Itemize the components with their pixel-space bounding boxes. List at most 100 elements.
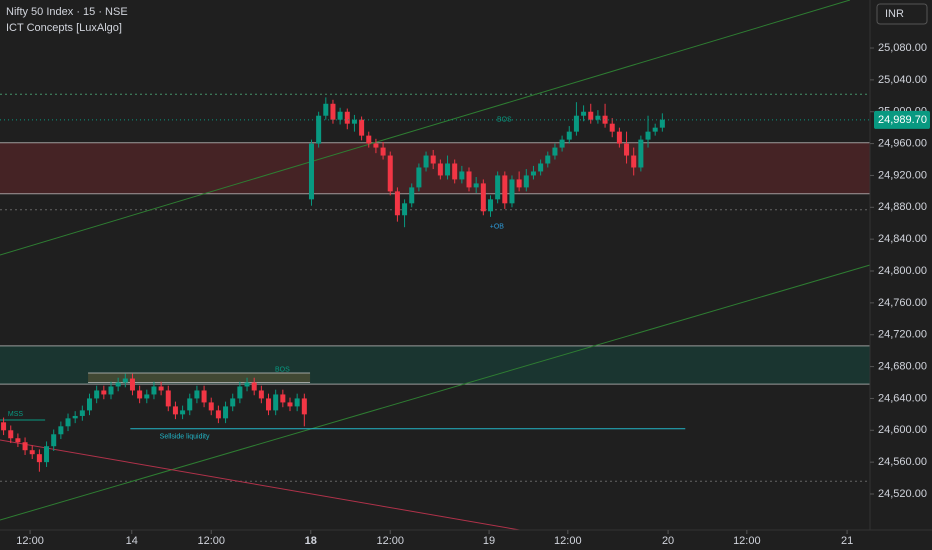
y-tick-label: 24,560.00 xyxy=(878,456,927,468)
candle-body xyxy=(394,191,400,216)
x-tick-label: 12:00 xyxy=(554,535,582,547)
candle-body xyxy=(58,426,64,435)
candle-body xyxy=(416,167,422,188)
candle-body xyxy=(201,390,207,403)
candle-body xyxy=(409,187,415,204)
last-price-label: 24,989.70 xyxy=(878,114,927,126)
indicator-name: ICT Concepts [LuxAlgo] xyxy=(6,22,122,34)
candle-body xyxy=(581,111,587,116)
candle-body xyxy=(158,386,164,391)
candle-body xyxy=(215,410,221,419)
candle-body xyxy=(115,382,121,387)
candle-body xyxy=(473,183,479,188)
candle-body xyxy=(502,175,508,204)
candle-body xyxy=(602,115,608,124)
candle-body xyxy=(645,131,651,140)
candle-body xyxy=(237,386,243,399)
candle-body xyxy=(72,415,78,419)
candle-body xyxy=(538,163,544,172)
candle-body xyxy=(595,115,601,120)
candle-body xyxy=(65,418,71,427)
candle-body xyxy=(180,410,186,415)
candle-body xyxy=(380,147,386,156)
candle-body xyxy=(323,103,329,116)
candle-body xyxy=(516,179,522,188)
candle-body xyxy=(487,199,493,212)
y-tick-label: 24,840.00 xyxy=(878,233,927,245)
candle-body xyxy=(402,203,408,216)
x-tick-label: 21 xyxy=(841,535,853,547)
candle-body xyxy=(251,382,257,391)
x-tick-label: 18 xyxy=(305,535,317,547)
candle-body xyxy=(545,155,551,164)
candle-body xyxy=(280,394,286,403)
candle-body xyxy=(230,398,236,407)
candle-body xyxy=(445,163,451,176)
currency-button[interactable] xyxy=(876,3,928,25)
candle-body xyxy=(129,378,135,391)
candle-body xyxy=(337,111,343,120)
candle-body xyxy=(194,390,200,399)
y-tick-label: 24,880.00 xyxy=(878,201,927,213)
trendline xyxy=(0,0,851,256)
x-tick-label: 14 xyxy=(126,535,138,547)
zone xyxy=(88,372,311,383)
zone xyxy=(0,142,870,194)
candle-body xyxy=(287,402,293,407)
y-tick-label: 24,760.00 xyxy=(878,297,927,309)
candle-body xyxy=(151,386,157,395)
candle-body xyxy=(387,155,393,192)
y-tick-label: 24,680.00 xyxy=(878,360,927,372)
x-tick-label: 12:00 xyxy=(197,535,225,547)
candle-body xyxy=(530,171,536,176)
candle-body xyxy=(566,131,572,140)
candle-body xyxy=(308,143,314,200)
candle-body xyxy=(466,171,472,188)
candle-body xyxy=(631,155,637,168)
last-price-box xyxy=(874,110,930,129)
y-tick-label: 25,040.00 xyxy=(878,74,927,86)
candle-body xyxy=(452,163,458,180)
candle-body xyxy=(344,111,350,124)
annotation: Sellside liquidity xyxy=(160,434,210,441)
currency-label: INR xyxy=(885,8,904,20)
candle-body xyxy=(480,183,486,212)
candle-body xyxy=(15,438,21,443)
candle-body xyxy=(573,115,579,132)
candle-body xyxy=(366,135,372,144)
annotation: +OB xyxy=(490,223,505,230)
candle-body xyxy=(509,179,515,204)
candle-body xyxy=(559,139,565,148)
candle-body xyxy=(273,394,279,411)
y-tick-label: 24,960.00 xyxy=(878,137,927,149)
candle-body xyxy=(624,143,630,156)
candle-body xyxy=(616,131,622,144)
candle-body xyxy=(51,434,57,447)
candle-body xyxy=(137,390,143,399)
candle-body xyxy=(79,410,85,416)
y-tick-label: 24,520.00 xyxy=(878,488,927,500)
candle-body xyxy=(373,143,379,148)
x-tick-label: 19 xyxy=(483,535,495,547)
candle-body xyxy=(638,139,644,168)
x-tick-label: 12:00 xyxy=(733,535,761,547)
y-tick-label: 24,720.00 xyxy=(878,329,927,341)
candle-body xyxy=(44,446,50,463)
candle-body xyxy=(1,422,7,431)
chart-title: Nifty 50 Index · 15 · NSE xyxy=(6,6,128,18)
x-tick-label: 20 xyxy=(662,535,674,547)
candle-body xyxy=(244,382,250,387)
candle-body xyxy=(588,111,594,120)
candle-body xyxy=(165,390,171,407)
candle-body xyxy=(122,378,128,383)
candle-body xyxy=(87,398,93,411)
candle-body xyxy=(258,390,264,399)
candle-body xyxy=(266,398,272,411)
candle-body xyxy=(187,398,193,411)
y-tick-label: 24,920.00 xyxy=(878,169,927,181)
candle-body xyxy=(108,386,114,395)
candle-body xyxy=(552,147,558,156)
